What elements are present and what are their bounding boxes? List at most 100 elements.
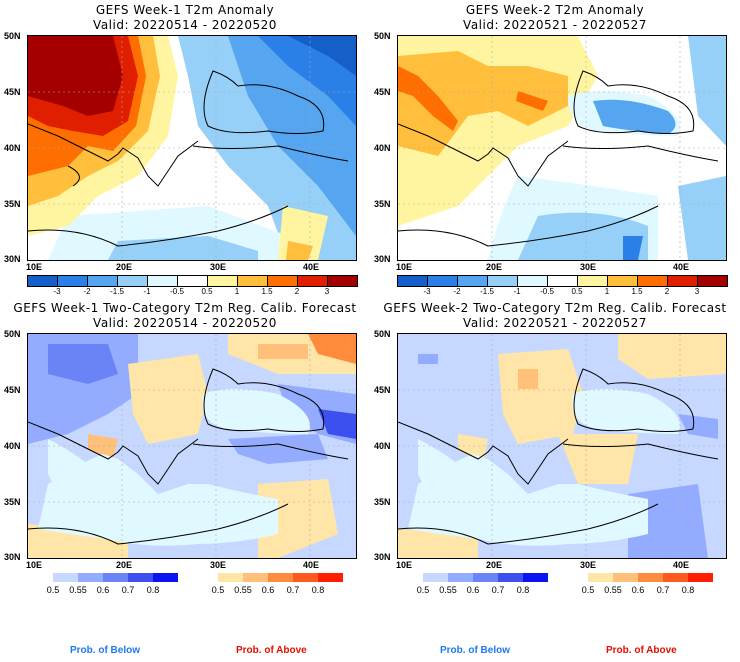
colorbar-swatch bbox=[613, 573, 638, 582]
lat-label: 40N bbox=[374, 441, 391, 451]
colorbar-tick-label: -1 bbox=[513, 287, 521, 296]
colorbar-swatch bbox=[663, 573, 688, 582]
colorbar-swatch bbox=[688, 573, 713, 582]
lat-label: 45N bbox=[374, 385, 391, 395]
colorbar-swatch bbox=[578, 276, 608, 286]
colorbar-swatch bbox=[328, 276, 357, 286]
panel-title: GEFS Week-1 T2m Anomaly bbox=[95, 3, 275, 17]
colorbar-tick-label: 0.5 bbox=[581, 585, 595, 595]
colorbar-swatch bbox=[178, 276, 208, 286]
colorbar-swatch bbox=[448, 573, 473, 582]
colorbar-tick-label: 0.8 bbox=[146, 585, 160, 595]
lat-label: 35N bbox=[4, 497, 21, 507]
colorbar-swatch bbox=[78, 573, 103, 582]
colorbar-swatch bbox=[58, 276, 88, 286]
lon-label: 20E bbox=[486, 262, 503, 272]
colorbar-tick-label: 0.8 bbox=[516, 585, 530, 595]
colorbar-tick-label: 0.8 bbox=[681, 585, 695, 595]
colorbar-tick-label: 0.55 bbox=[69, 585, 87, 595]
colorbar-swatch bbox=[298, 276, 328, 286]
lat-label: 30N bbox=[4, 254, 21, 264]
colorbar-tick-label: 0.6 bbox=[261, 585, 275, 595]
lon-label: 10E bbox=[396, 560, 413, 570]
colorbar-swatch bbox=[423, 573, 448, 582]
map-week1-probability bbox=[27, 333, 357, 559]
lat-label: 45N bbox=[374, 87, 391, 97]
prob-below-caption: Prob. of Below bbox=[440, 645, 510, 656]
colorbar-tick-label: 0.55 bbox=[604, 585, 622, 595]
lon-label: 20E bbox=[486, 560, 503, 570]
prob-below-colorbar bbox=[53, 573, 178, 582]
colorbar-tick-label: 0.7 bbox=[121, 585, 135, 595]
lat-label: 30N bbox=[374, 552, 391, 562]
anomaly-colorbar bbox=[27, 275, 358, 287]
panel-valid-dates: Valid: 20220514 - 20220520 bbox=[93, 18, 277, 32]
colorbar-swatch bbox=[548, 276, 578, 286]
lat-label: 45N bbox=[4, 87, 21, 97]
colorbar-tick-label: -3 bbox=[423, 287, 431, 296]
panel-week2-anomaly: GEFS Week-2 T2m Anomaly Valid: 20220521 … bbox=[370, 0, 740, 300]
lon-label: 20E bbox=[116, 262, 133, 272]
panel-week2-probability: GEFS Week-2 Two-Category T2m Reg. Calib.… bbox=[370, 298, 740, 598]
colorbar-swatch bbox=[608, 276, 638, 286]
colorbar-swatch bbox=[28, 276, 58, 286]
colorbar-tick-label: -1.5 bbox=[480, 287, 494, 296]
colorbar-swatch bbox=[518, 276, 548, 286]
anomaly-colorbar bbox=[397, 275, 728, 287]
colorbar-tick-label: 0.5 bbox=[201, 287, 213, 296]
colorbar-swatch bbox=[473, 573, 498, 582]
colorbar-tick-label: -1.5 bbox=[110, 287, 124, 296]
lat-label: 50N bbox=[4, 31, 21, 41]
colorbar-tick-label: 2 bbox=[294, 287, 300, 296]
lon-label: 10E bbox=[26, 560, 43, 570]
prob-below-colorbar bbox=[423, 573, 548, 582]
colorbar-tick-label: 0.7 bbox=[286, 585, 300, 595]
colorbar-tick-label: 0.7 bbox=[656, 585, 670, 595]
lon-label: 30E bbox=[580, 560, 597, 570]
prob-above-colorbar bbox=[588, 573, 713, 582]
prob-above-colorbar bbox=[218, 573, 343, 582]
colorbar-swatch bbox=[153, 573, 178, 582]
colorbar-tick-label: -0.5 bbox=[170, 287, 184, 296]
lon-label: 40E bbox=[673, 262, 690, 272]
lat-label: 40N bbox=[4, 143, 21, 153]
lat-label: 30N bbox=[374, 254, 391, 264]
colorbar-swatch bbox=[208, 276, 238, 286]
lat-label: 40N bbox=[374, 143, 391, 153]
lon-label: 40E bbox=[303, 262, 320, 272]
colorbar-tick-label: 1.5 bbox=[261, 287, 273, 296]
lat-label: 35N bbox=[374, 199, 391, 209]
colorbar-tick-label: -1 bbox=[143, 287, 151, 296]
colorbar-swatch bbox=[638, 573, 663, 582]
colorbar-tick-label: 1.5 bbox=[631, 287, 643, 296]
colorbar-swatch bbox=[458, 276, 488, 286]
colorbar-tick-label: 0.5 bbox=[416, 585, 430, 595]
lat-label: 50N bbox=[374, 329, 391, 339]
colorbar-tick-label: 0.55 bbox=[234, 585, 252, 595]
lat-label: 50N bbox=[4, 329, 21, 339]
map-week2-anomaly bbox=[397, 35, 727, 261]
panel-week1-anomaly: GEFS Week-1 T2m Anomaly Valid: 20220514 … bbox=[0, 0, 370, 300]
colorbar-tick-label: -0.5 bbox=[540, 287, 554, 296]
colorbar-swatch bbox=[588, 573, 613, 582]
lon-label: 40E bbox=[673, 560, 690, 570]
colorbar-swatch bbox=[118, 276, 148, 286]
colorbar-swatch bbox=[238, 276, 268, 286]
map-week2-probability bbox=[397, 333, 727, 559]
colorbar-swatch bbox=[488, 276, 518, 286]
colorbar-swatch bbox=[523, 573, 548, 582]
lon-label: 40E bbox=[303, 560, 320, 570]
colorbar-tick-label: 1 bbox=[604, 287, 610, 296]
lon-label: 20E bbox=[116, 560, 133, 570]
lat-label: 35N bbox=[4, 199, 21, 209]
colorbar-swatch bbox=[398, 276, 428, 286]
colorbar-swatch bbox=[638, 276, 668, 286]
colorbar-swatch bbox=[148, 276, 178, 286]
lat-label: 35N bbox=[374, 497, 391, 507]
colorbar-tick-label: 3 bbox=[694, 287, 700, 296]
lon-label: 10E bbox=[26, 262, 43, 272]
panel-valid-dates: Valid: 20220514 - 20220520 bbox=[93, 316, 277, 330]
colorbar-swatch bbox=[88, 276, 118, 286]
lat-label: 45N bbox=[4, 385, 21, 395]
colorbar-swatch bbox=[243, 573, 268, 582]
